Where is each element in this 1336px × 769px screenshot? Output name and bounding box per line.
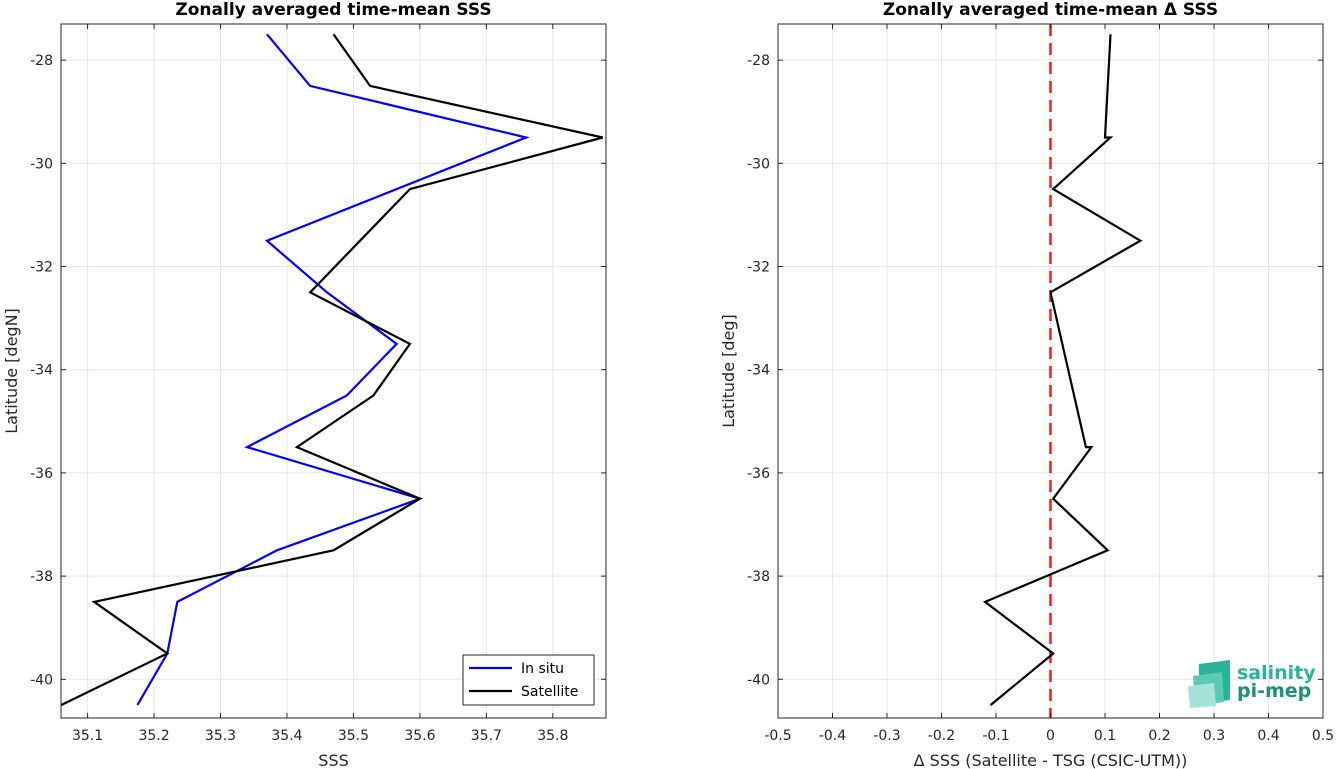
y-tick-label: -32 [30,260,53,276]
x-tick-label: 35.3 [205,728,236,744]
x-axis-label: Δ SSS (Satellite - TSG (CSIC-UTM)) [914,751,1188,769]
axes-box [60,23,607,719]
legend: In situ Satellite [462,654,595,706]
x-tick-label: 35.2 [138,728,169,744]
x-tick-label: -0.3 [873,728,900,744]
logo-graphic-icon [1188,660,1230,708]
series-1-line [982,34,1143,706]
legend-box [462,654,595,706]
y-tick-label: -36 [747,466,770,482]
x-tick-label: 0.5 [1312,728,1334,744]
y-tick-label: -38 [30,569,53,585]
logo-text-line1: salinity [1237,662,1316,684]
chart-title: Zonally averaged time-mean Δ SSS [883,0,1218,20]
x-tick-label: -0.1 [982,728,1009,744]
y-tick-label: -40 [30,672,53,688]
x-tick-label: -0.2 [928,728,955,744]
x-tick-label: 35.4 [271,728,302,744]
x-tick-label: 0 [1046,728,1055,744]
x-tick-label: 0.4 [1257,728,1279,744]
y-tick-label: -36 [30,466,53,482]
x-tick-label: 35.6 [404,728,435,744]
x-tick-label: 35.1 [72,728,103,744]
y-tick-label: -30 [30,156,53,172]
x-tick-label: -0.5 [764,728,791,744]
y-tick-label: -40 [747,672,770,688]
satellite-line [60,33,603,707]
x-tick-label: 0.3 [1203,728,1225,744]
chart-title: Zonally averaged time-mean SSS [175,0,491,20]
y-tick-label: -34 [30,363,53,379]
x-tick-label: 35.7 [471,728,502,744]
y-axis-label: Latitude [degN] [2,308,21,434]
x-tick-label: 35.5 [338,728,369,744]
y-axis-label: Latitude [deg] [719,314,738,428]
plot-area [61,24,606,718]
legend-label-satellite: Satellite [521,684,578,700]
y-tick-label: -34 [747,363,770,379]
x-tick-label: -0.4 [819,728,846,744]
y-tick-label: -28 [30,53,53,69]
salinity-pi-mep-logo: salinity pi-mep [1188,660,1316,708]
in-situ-line [136,33,530,706]
x-tick-label: 35.8 [537,728,568,744]
x-tick-label: 0.1 [1094,728,1116,744]
right-chart: -0.5 -0.4 -0.3 -0.2 -0.1 0 0.1 0.2 0.3 0.4 0.5 -28 -… [719,0,1334,769]
left-chart: 35.1 35.2 35.3 35.4 35.5 35.6 35.7 35.8 -28 -30 -3… [2,0,607,769]
x-tick-label: 0.2 [1148,728,1170,744]
logo-text-line2: pi-mep [1237,680,1311,702]
legend-label-in-situ: In situ [521,661,564,677]
x-axis-label: SSS [318,751,348,769]
y-tick-label: -30 [747,156,770,172]
y-tick-label: -38 [747,569,770,585]
y-tick-label: -28 [747,53,770,69]
y-tick-label: -32 [747,260,770,276]
